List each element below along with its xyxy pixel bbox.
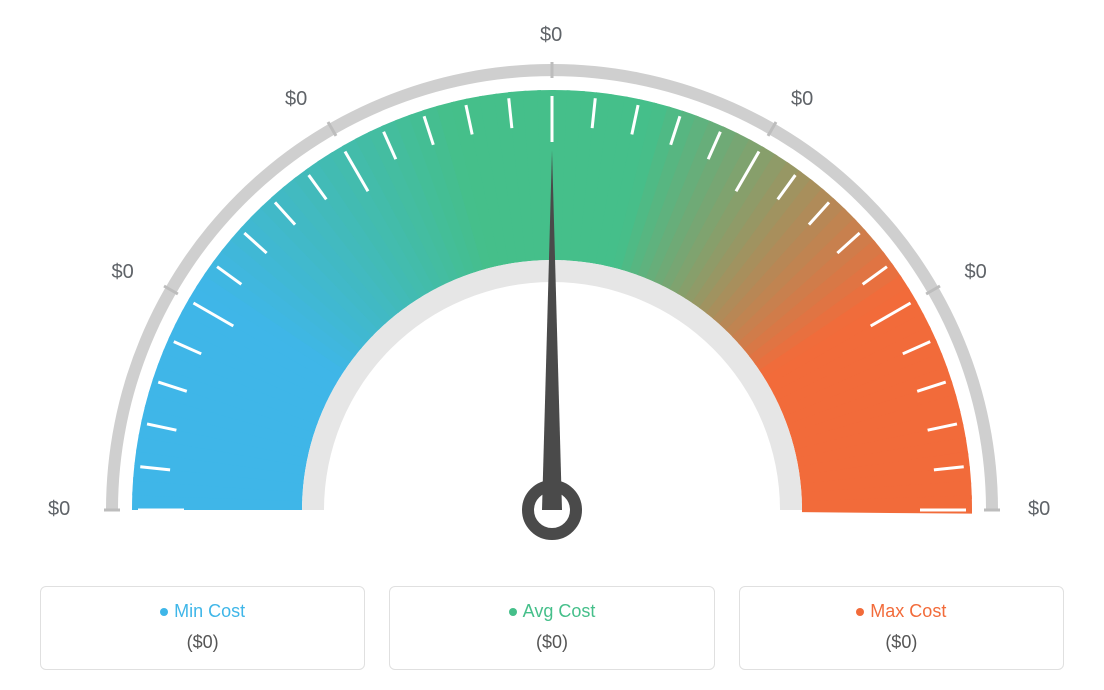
legend-card-max: Max Cost ($0) [739, 586, 1064, 670]
legend-value-min: ($0) [53, 632, 352, 653]
legend-dot-min [160, 608, 168, 616]
legend-card-min: Min Cost ($0) [40, 586, 365, 670]
gauge [0, 10, 1104, 570]
gauge-tick-label: $0 [285, 88, 307, 111]
legend-label-max: Max Cost [870, 601, 946, 622]
gauge-tick-label: $0 [791, 88, 813, 111]
legend-value-max: ($0) [752, 632, 1051, 653]
gauge-svg [22, 10, 1082, 570]
legend-title-max: Max Cost [856, 601, 946, 622]
gauge-tick-label: $0 [1028, 498, 1050, 521]
legend-dot-max [856, 608, 864, 616]
chart-container: $0 $0 $0 $0 $0 $0 $0 Min Cost ($0) Avg Cost ($… [0, 0, 1104, 690]
legend-card-avg: Avg Cost ($0) [389, 586, 714, 670]
legend-row: Min Cost ($0) Avg Cost ($0) Max Cost ($0… [40, 586, 1064, 670]
legend-dot-avg [509, 608, 517, 616]
gauge-tick-label: $0 [964, 261, 986, 284]
gauge-tick-label: $0 [112, 261, 134, 284]
legend-label-avg: Avg Cost [523, 601, 596, 622]
legend-title-min: Min Cost [160, 601, 245, 622]
gauge-tick-label: $0 [48, 498, 70, 521]
legend-title-avg: Avg Cost [509, 601, 596, 622]
legend-value-avg: ($0) [402, 632, 701, 653]
legend-label-min: Min Cost [174, 601, 245, 622]
gauge-tick-label: $0 [540, 24, 562, 47]
